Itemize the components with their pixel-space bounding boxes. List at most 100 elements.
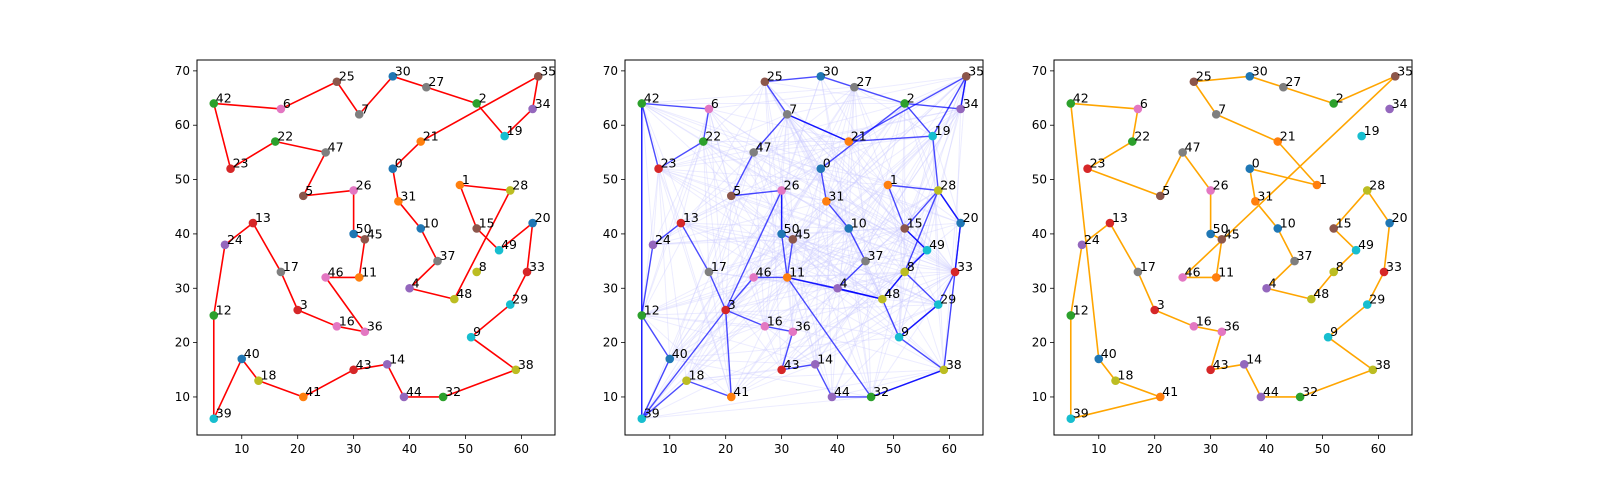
city-point bbox=[950, 267, 960, 277]
city-point bbox=[388, 164, 398, 173]
city-label: 42 bbox=[1073, 90, 1089, 105]
city-point bbox=[1290, 256, 1299, 266]
city-point bbox=[533, 72, 543, 81]
route-edge bbox=[258, 379, 304, 398]
city-point bbox=[450, 294, 459, 304]
route-edge bbox=[336, 325, 365, 333]
candidate-edge bbox=[887, 184, 956, 273]
x-tick-label: 40 bbox=[830, 442, 845, 456]
candidate-edge bbox=[702, 81, 766, 142]
city-label: 23 bbox=[1090, 156, 1106, 171]
route-edge bbox=[470, 336, 517, 371]
city-point bbox=[500, 131, 509, 141]
y-tick-label: 10 bbox=[1032, 390, 1047, 404]
city-point bbox=[777, 365, 786, 375]
route-edge bbox=[1215, 239, 1223, 278]
route-edge bbox=[420, 228, 439, 262]
route-edge bbox=[1333, 189, 1368, 230]
candidate-edge bbox=[641, 86, 855, 419]
candidate-edge bbox=[652, 238, 793, 246]
city-point bbox=[1178, 148, 1187, 157]
candidate-edge bbox=[831, 369, 944, 398]
city-label: 27 bbox=[1285, 74, 1301, 89]
city-label: 2 bbox=[479, 90, 487, 105]
y-tick-label: 30 bbox=[175, 281, 190, 295]
city-point bbox=[1279, 82, 1288, 92]
city-label: 5 bbox=[305, 183, 313, 198]
candidate-edge bbox=[904, 103, 956, 273]
route-edge bbox=[386, 363, 405, 398]
candidate-edge bbox=[725, 309, 900, 338]
candidate-edge bbox=[786, 113, 889, 186]
candidate-edge bbox=[787, 271, 905, 278]
city-point bbox=[782, 110, 792, 119]
candidate-edge bbox=[725, 309, 944, 371]
candidate-edge bbox=[641, 103, 710, 273]
candidate-edge bbox=[764, 81, 945, 371]
candidate-edge bbox=[781, 228, 906, 371]
candidate-edge bbox=[753, 151, 905, 273]
city-label: 24 bbox=[227, 232, 243, 247]
candidate-edge bbox=[658, 168, 827, 202]
city-point bbox=[1189, 322, 1199, 331]
city-label: 22 bbox=[1134, 129, 1150, 144]
city-label: 18 bbox=[261, 368, 277, 383]
city-label: 27 bbox=[428, 74, 444, 89]
city-label: 8 bbox=[479, 259, 487, 274]
city-point bbox=[1211, 110, 1221, 119]
city-point bbox=[1239, 360, 1249, 369]
orange-route-path bbox=[1069, 75, 1396, 420]
city-label: 50 bbox=[1213, 221, 1229, 236]
city-point bbox=[1351, 245, 1361, 255]
candidate-edge bbox=[848, 141, 883, 300]
route-edge bbox=[881, 271, 906, 300]
route-edge bbox=[459, 184, 478, 229]
y-tick-label: 70 bbox=[603, 64, 618, 78]
plot-frame bbox=[1053, 59, 1413, 436]
city-point bbox=[810, 360, 820, 369]
candidate-edge bbox=[703, 141, 928, 251]
route-edge bbox=[397, 200, 422, 229]
candidate-edge bbox=[641, 168, 822, 419]
route-edge bbox=[641, 358, 671, 419]
route-edge bbox=[764, 75, 821, 83]
candidate-edge bbox=[853, 87, 945, 370]
city-label: 41 bbox=[733, 384, 749, 399]
candidate-edge bbox=[831, 108, 962, 398]
city-label: 30 bbox=[395, 63, 411, 78]
city-label: 39 bbox=[644, 406, 660, 421]
candidate-edge bbox=[708, 103, 906, 273]
candidate-edge bbox=[865, 260, 905, 273]
candidate-edge bbox=[708, 108, 956, 273]
city-point bbox=[293, 305, 302, 315]
candidate-edge bbox=[848, 87, 855, 229]
route-edge bbox=[1154, 309, 1195, 328]
city-label: 12 bbox=[216, 302, 232, 317]
route-edge bbox=[825, 200, 850, 229]
x-tick-label: 60 bbox=[514, 442, 529, 456]
city-label: 19 bbox=[1364, 123, 1380, 138]
city-label: 16 bbox=[767, 313, 783, 328]
city-label: 9 bbox=[901, 324, 909, 339]
city-label: 34 bbox=[535, 96, 551, 111]
candidate-edge bbox=[786, 228, 850, 278]
city-point bbox=[1368, 365, 1378, 375]
route-edge bbox=[848, 228, 867, 262]
route-edge bbox=[904, 249, 928, 273]
candidate-edge bbox=[708, 75, 967, 110]
city-point bbox=[528, 218, 537, 228]
city-point bbox=[844, 224, 854, 233]
route-edge bbox=[302, 152, 327, 197]
city-point bbox=[1211, 273, 1221, 282]
candidate-edge bbox=[753, 151, 956, 273]
city-point bbox=[416, 224, 426, 233]
city-point bbox=[1189, 77, 1199, 87]
city-label: 32 bbox=[1302, 384, 1318, 399]
city-point bbox=[760, 77, 770, 87]
candidate-edge bbox=[669, 358, 872, 398]
route-edge bbox=[786, 239, 794, 278]
city-point bbox=[276, 267, 286, 277]
candidate-edge bbox=[669, 190, 939, 360]
